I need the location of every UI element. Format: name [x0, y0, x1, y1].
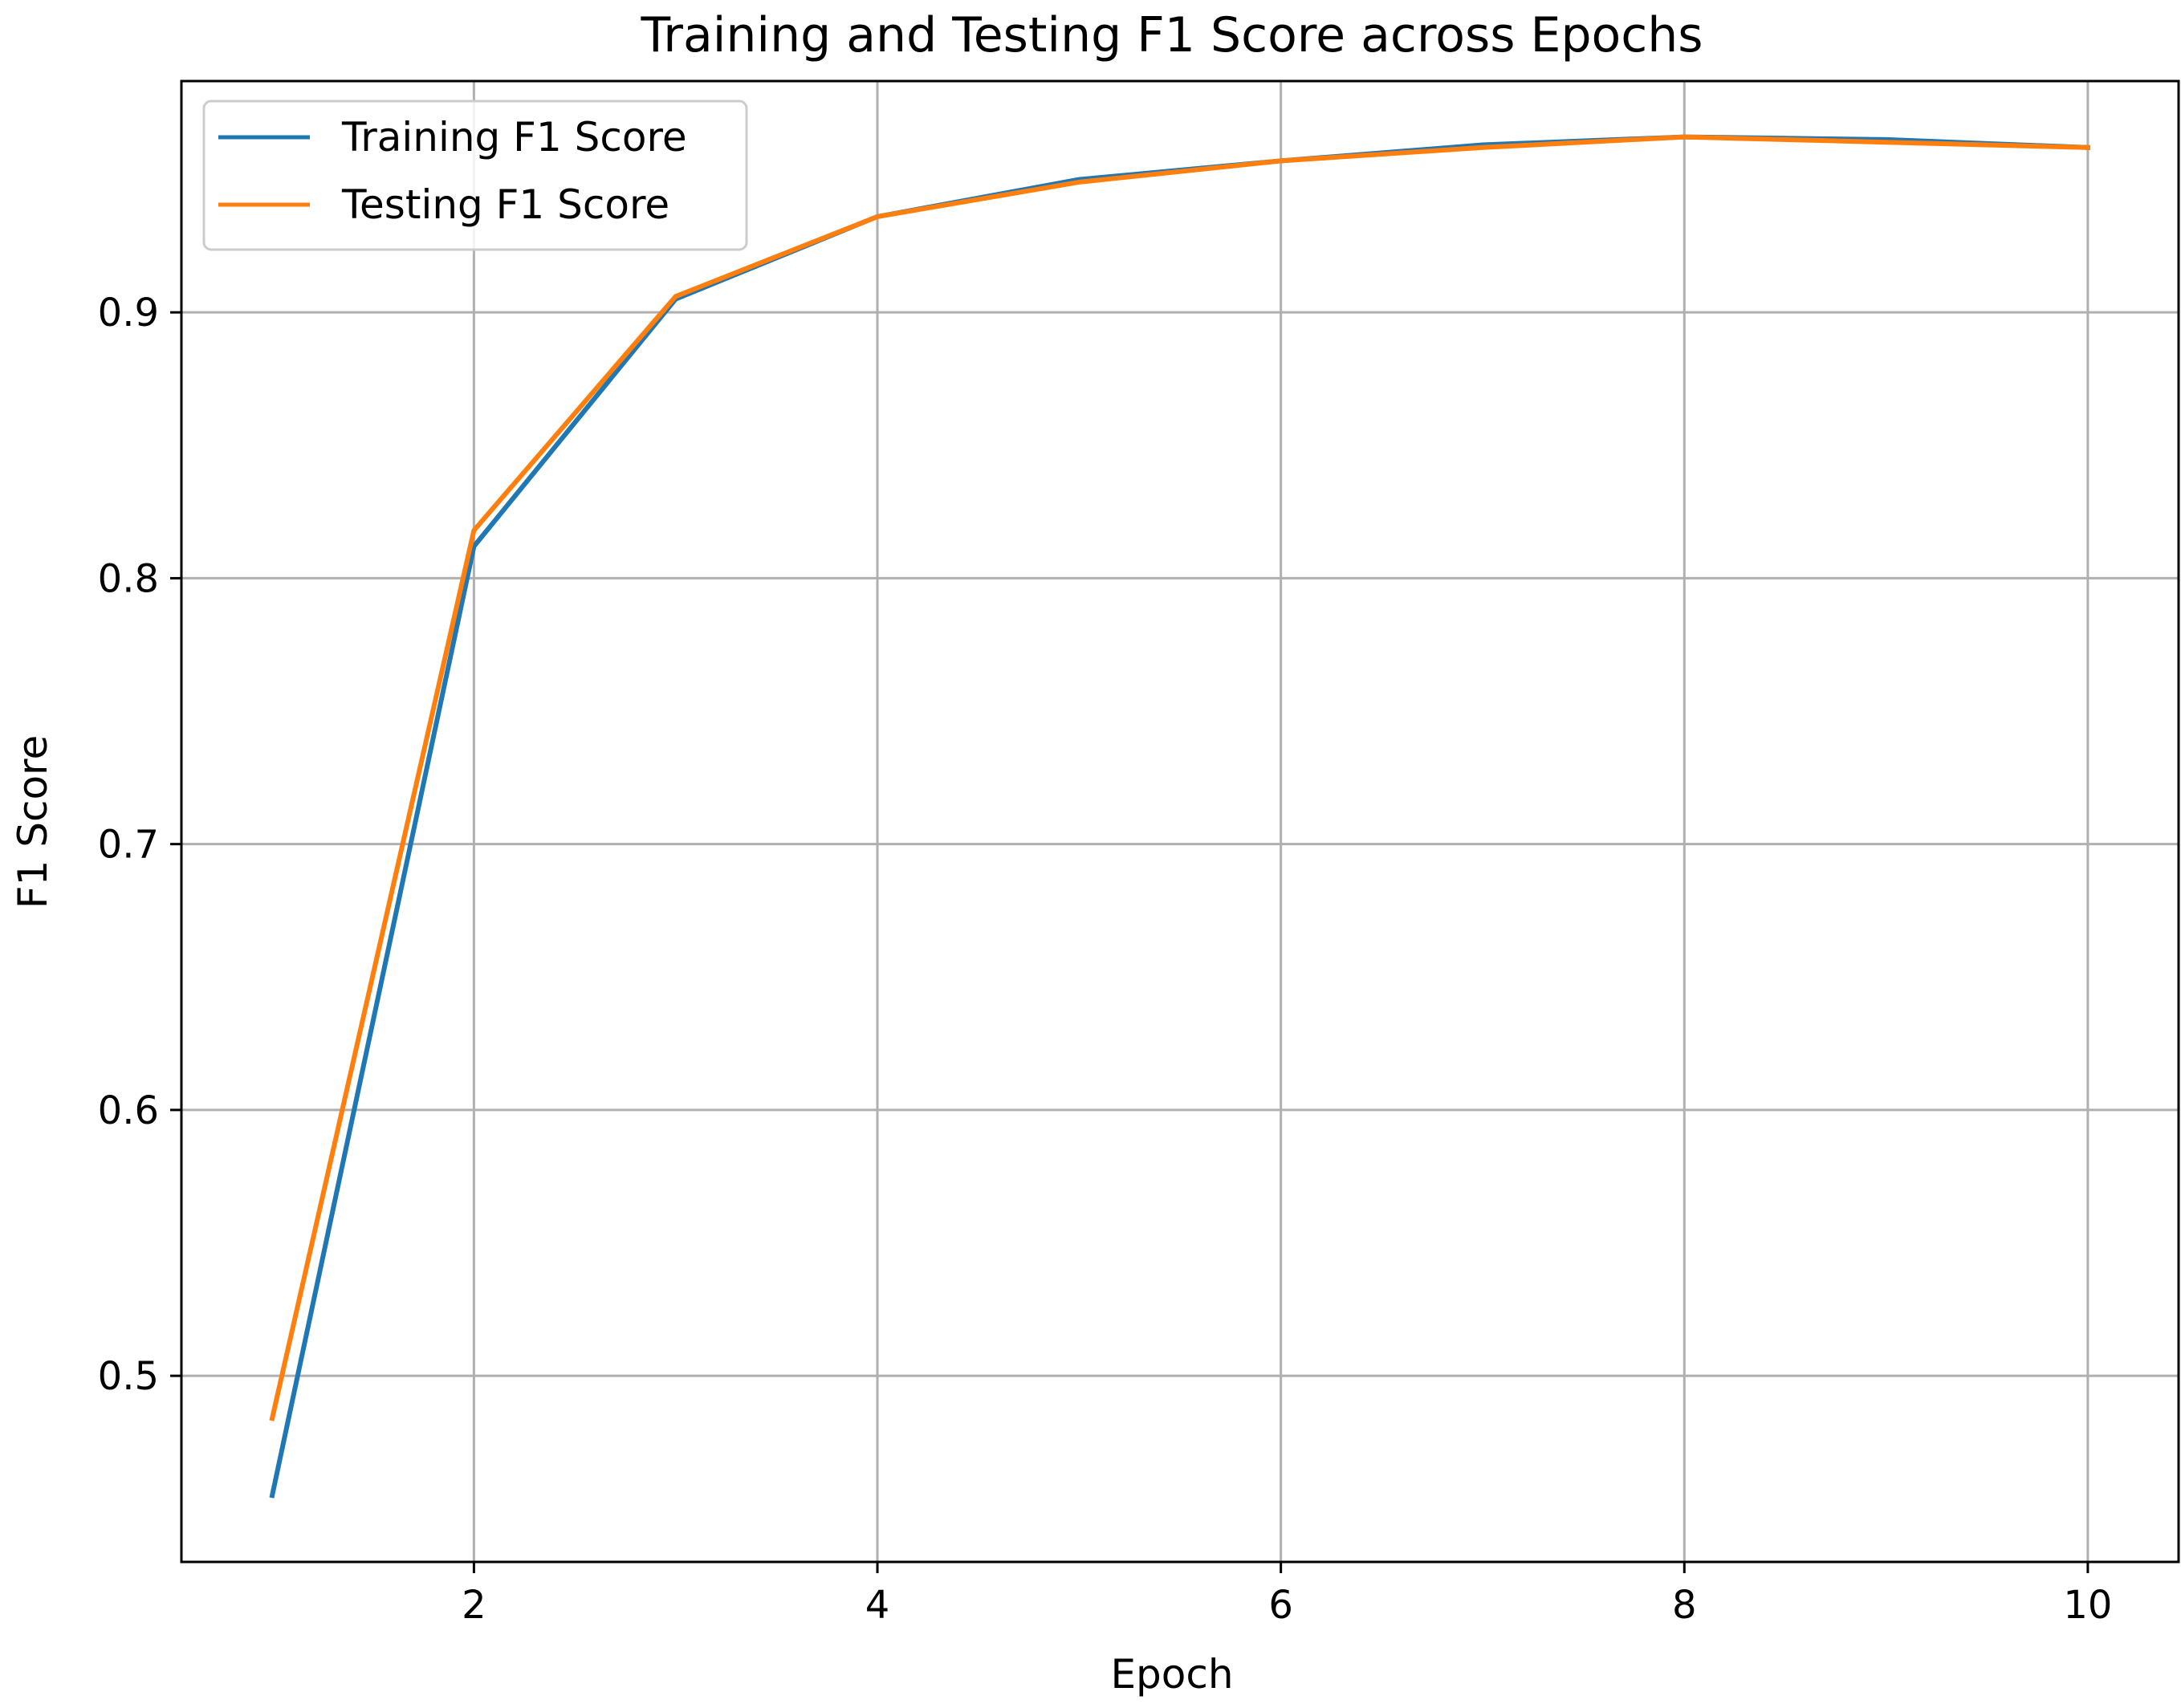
chart-title: Training and Testing F1 Score across Epo… [640, 7, 1703, 63]
legend-label-training: Training F1 Score [341, 114, 687, 161]
legend-label-testing: Testing F1 Score [341, 181, 669, 228]
plot-area-frame [180, 79, 2180, 1564]
axis-ticks: 2 4 6 8 10 0.5 0.6 0.7 0.8 0.9 [98, 291, 2113, 1628]
series-lines [269, 134, 2091, 1499]
y-axis-label: F1 Score [10, 735, 56, 909]
y-tick-label: 0.7 [98, 823, 159, 868]
y-tick-label: 0.9 [98, 291, 159, 336]
x-axis-label: Epoch [1110, 1651, 1233, 1698]
y-tick-label: 0.6 [98, 1088, 159, 1133]
testing-f1-line [269, 134, 2090, 1421]
legend-box [202, 100, 748, 251]
x-tick-label: 6 [1268, 1583, 1293, 1628]
x-tick-label: 10 [2063, 1583, 2112, 1628]
x-tick-label: 2 [462, 1583, 486, 1628]
y-tick-label: 0.5 [98, 1354, 159, 1399]
x-tick-label: 4 [865, 1583, 890, 1628]
grid [181, 81, 2179, 1562]
x-tick-label: 8 [1672, 1583, 1697, 1628]
legend: Training F1 Score Testing F1 Score [202, 100, 748, 251]
y-tick-label: 0.8 [98, 556, 159, 601]
